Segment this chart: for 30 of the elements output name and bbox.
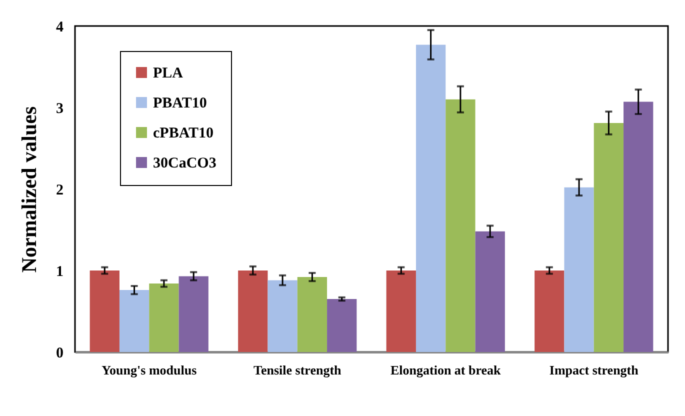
legend-label: 30CaCO3: [153, 156, 216, 172]
bar: [119, 290, 150, 352]
bar: [90, 270, 120, 352]
legend-label: cPBAT10: [153, 126, 214, 142]
bar: [446, 99, 476, 352]
bar: [268, 280, 298, 352]
x-tick-label: Tensile strength: [253, 362, 342, 378]
x-tick-label: Young's modulus: [102, 362, 197, 378]
bar: [297, 277, 328, 352]
bar: [475, 231, 505, 352]
y-tick-label: 1: [56, 264, 64, 280]
bar: [564, 187, 594, 352]
legend-label: PLA: [153, 66, 184, 82]
bar: [624, 102, 654, 352]
bar: [149, 284, 179, 352]
y-tick-label: 2: [56, 182, 64, 198]
y-axis-title: Normalized values: [17, 106, 41, 273]
bar: [534, 270, 564, 352]
legend-label: PBAT10: [153, 96, 207, 112]
y-tick-label: 4: [56, 20, 64, 36]
y-tick-label: 3: [56, 101, 64, 117]
bar: [386, 270, 416, 352]
bar: [327, 299, 357, 352]
x-tick-label: Impact strength: [549, 362, 640, 378]
bar: [594, 122, 624, 352]
bar: [416, 44, 446, 352]
x-tick-label: Elongation at break: [390, 362, 502, 378]
y-tick-label: 0: [56, 346, 64, 362]
bar: [238, 270, 268, 352]
bar: [178, 276, 208, 352]
